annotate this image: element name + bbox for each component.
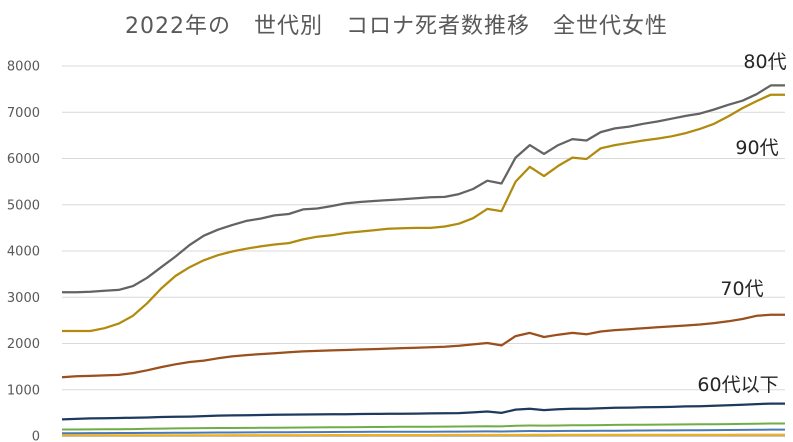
- series-line-5: [62, 428, 785, 435]
- series-lines: [61, 84, 785, 437]
- series-line-2: [61, 313, 785, 379]
- series-label: 90代: [735, 137, 778, 159]
- series-label: 70代: [720, 278, 763, 300]
- y-tick-label: 2000: [7, 337, 40, 352]
- y-tick-label: 8000: [7, 60, 40, 75]
- y-axis-tick-labels: 0 1000 2000 3000 4000 5000 6000 7000 8000: [7, 60, 40, 442]
- series-line-1: [62, 93, 785, 333]
- y-tick-label: 3000: [7, 291, 40, 306]
- y-tick-label: 4000: [7, 245, 40, 260]
- series-line-6: [62, 433, 785, 437]
- series-line-4: [62, 422, 785, 431]
- y-tick-label: 5000: [7, 198, 40, 213]
- y-tick-label: 0: [32, 430, 40, 442]
- series-label: 60代以下: [697, 374, 778, 396]
- series-label: 80代: [743, 51, 786, 73]
- series-labels: 80代 90代 70代 60代以下: [697, 51, 786, 396]
- y-tick-label: 1000: [7, 383, 40, 398]
- y-tick-label: 7000: [7, 106, 40, 121]
- series-line-0: [62, 84, 785, 294]
- chart-title: 2022年の 世代別 コロナ死者数推移 全世代女性: [125, 14, 668, 39]
- gridlines: [62, 65, 785, 437]
- series-line-3: [61, 402, 785, 421]
- y-tick-label: 6000: [7, 152, 40, 167]
